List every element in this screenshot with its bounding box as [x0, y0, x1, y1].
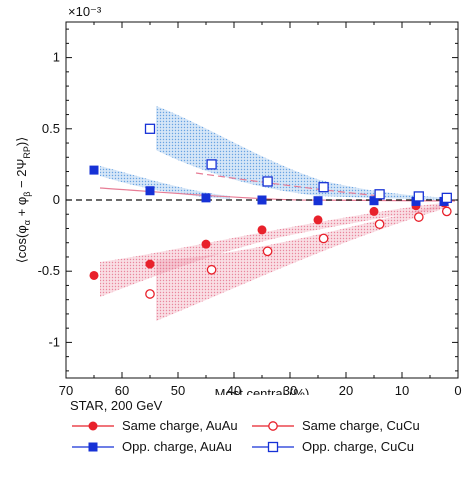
data-point — [89, 165, 99, 175]
filled-circle-marker-icon — [72, 421, 114, 430]
data-point — [318, 182, 329, 193]
data-point — [145, 186, 155, 196]
x-axis-label: Most central (%) — [215, 386, 310, 395]
data-point — [201, 239, 211, 249]
legend-title: STAR, 200 GeV — [70, 398, 163, 413]
data-point — [369, 196, 379, 206]
y-axis-label: ⟨cos(φα + φβ − 2ΨRP)⟩ — [14, 137, 32, 264]
x-tick-label: 50 — [171, 383, 185, 395]
legend-label-opp-cucu: Opp. charge, CuCu — [302, 439, 415, 454]
data-point — [144, 123, 156, 134]
legend: STAR, 200 GeV Same charge, AuAu Same cha… — [70, 398, 460, 454]
y-tick-label: -1 — [48, 334, 60, 349]
y-label-subscript: β — [22, 192, 32, 197]
data-point — [262, 246, 273, 257]
y-label-part: )⟩ — [14, 137, 29, 146]
data-point — [313, 215, 323, 225]
data-point — [441, 192, 452, 204]
data-point — [206, 159, 217, 170]
band-opp-cucu — [156, 106, 452, 200]
x-tick-label: 10 — [395, 383, 409, 395]
y-label-subscript: RP — [22, 146, 32, 159]
x-tick-label: 20 — [339, 383, 353, 395]
x-tick-label: 0 — [454, 383, 461, 395]
open-circle-marker-icon — [252, 420, 294, 431]
model-bands — [99, 106, 456, 321]
y-tick-label: 1 — [53, 50, 60, 65]
open-square-marker-icon — [252, 441, 294, 452]
data-point — [262, 176, 273, 187]
y-tick-label: 0 — [53, 192, 60, 207]
legend-item-same-cucu: Same charge, CuCu — [250, 418, 450, 433]
band-same-cucu — [156, 205, 440, 321]
x-tick-label: 60 — [115, 383, 129, 395]
y-label-part: ⟨cos(φ — [14, 225, 29, 263]
x-tick-label: 30 — [283, 383, 297, 395]
y-tick-label: -0.5 — [38, 263, 60, 278]
data-point — [374, 219, 385, 230]
y-label-part: − 2Ψ — [14, 159, 29, 192]
data-point — [313, 196, 323, 206]
legend-label-same-auau: Same charge, AuAu — [122, 418, 238, 433]
legend-item-opp-auau: Opp. charge, AuAu — [70, 439, 250, 454]
ticks: 70 60 50 40 30 20 10 0 -1 -0.5 0 0.5 1 — [38, 22, 462, 395]
chart-svg: ×10⁻³ 70 60 50 40 30 20 10 0 -1 -0.5 0 0.5 1 Most ce… — [14, 4, 462, 395]
data-point — [257, 225, 267, 235]
data-point — [413, 191, 424, 202]
data-point — [441, 206, 452, 217]
data-point — [257, 195, 267, 205]
x-tick-label: 70 — [59, 383, 73, 395]
data-point — [318, 233, 329, 244]
data-point — [145, 289, 155, 299]
data-point — [89, 270, 99, 280]
exponent-label: ×10⁻³ — [68, 4, 102, 19]
legend-item-same-auau: Same charge, AuAu — [70, 418, 250, 433]
y-label-part: + φ — [14, 197, 29, 220]
model-curve-pink-dashed — [195, 172, 381, 197]
data-point — [369, 206, 379, 216]
data-point — [374, 189, 385, 200]
legend-label-opp-auau: Opp. charge, AuAu — [122, 439, 232, 454]
y-tick-label: 0.5 — [42, 121, 60, 136]
data-point — [201, 193, 211, 203]
legend-label-same-cucu: Same charge, CuCu — [302, 418, 420, 433]
data-point — [206, 264, 217, 275]
data-markers — [89, 123, 452, 299]
x-tick-label: 40 — [227, 383, 241, 395]
data-point — [413, 212, 424, 222]
filled-square-marker-icon — [72, 442, 114, 451]
y-label-subscript: α — [22, 220, 32, 225]
data-point — [145, 259, 155, 269]
legend-item-opp-cucu: Opp. charge, CuCu — [250, 439, 450, 454]
